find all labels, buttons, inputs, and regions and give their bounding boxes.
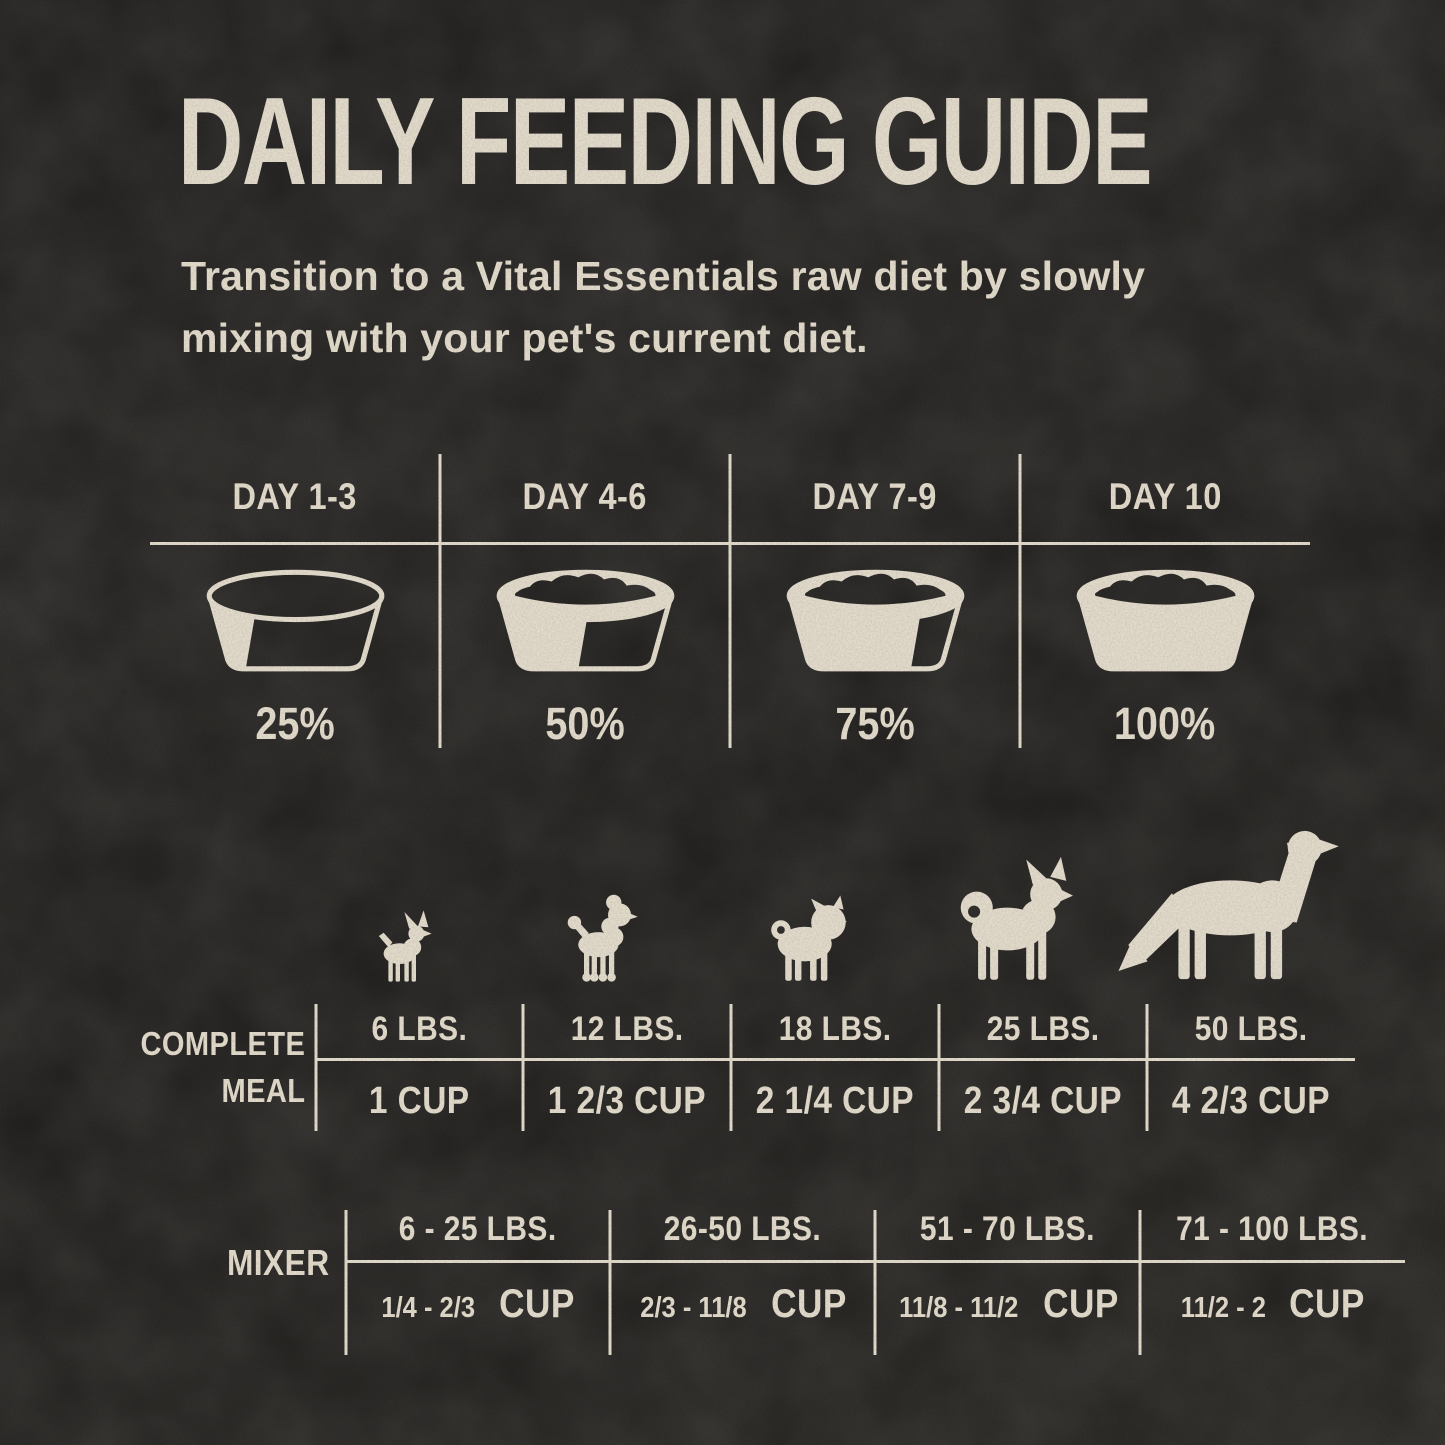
dog-slot	[910, 850, 1112, 984]
vertical-divider-line	[314, 1004, 318, 1131]
dog-pug-icon	[771, 895, 848, 981]
dog-slot	[709, 876, 911, 984]
mixer-column: 51 - 70 LBS. 11/8 - 11/2 CUP	[875, 1200, 1140, 1355]
mixer-column: 71 - 100 LBS. 11/2 - 2 CUP	[1140, 1200, 1405, 1355]
mixer-column: 6 - 25 LBS. 1/4 - 2/3 CUP	[345, 1200, 610, 1355]
cup-amount: 1 2/3 CUP	[547, 1080, 707, 1122]
weight-range-label: 71 - 100 LBS.	[1176, 1209, 1369, 1248]
transition-column-day-10: DAY 10 100%	[1020, 452, 1310, 754]
weight-label: 12 LBS.	[570, 1009, 684, 1048]
day-label: DAY 4-6	[522, 476, 648, 517]
complete-meal-table: COMPLETE MEAL 6 LBS. 1 CUP 12 LBS. 1 2/3…	[115, 1000, 1355, 1135]
complete-meal-label-line: COMPLETE	[140, 1025, 305, 1063]
meal-column: 50 LBS. 4 2/3 CUP	[1147, 1000, 1355, 1135]
weight-label: 6 LBS.	[371, 1009, 467, 1048]
day-label: DAY 10	[1108, 476, 1222, 517]
cup-amount: 4 2/3 CUP	[1171, 1080, 1331, 1122]
weight-label: 50 LBS.	[1194, 1009, 1308, 1048]
food-bowl-25-icon	[206, 569, 384, 671]
mixer-column: 26-50 LBS. 2/3 - 11/8 CUP	[610, 1200, 875, 1355]
dog-chihuahua-icon	[378, 910, 432, 982]
transition-column-day-7-9: DAY 7-9 75%	[730, 452, 1020, 754]
transition-column-day-1-3: DAY 1-3 25%	[150, 452, 440, 754]
vertical-divider-line	[873, 1210, 877, 1355]
complete-meal-label: COMPLETE MEAL	[115, 1000, 305, 1135]
vertical-divider-line	[344, 1210, 348, 1355]
dog-poodle-icon	[567, 894, 638, 982]
cup-word: CUP	[771, 1282, 847, 1326]
dog-slot	[1112, 822, 1355, 984]
percent-label: 75%	[835, 698, 915, 749]
cup-word: CUP	[1289, 1282, 1365, 1326]
vertical-divider-line	[1018, 454, 1022, 748]
percent-label: 25%	[255, 698, 335, 749]
meal-column: 25 LBS. 2 3/4 CUP	[939, 1000, 1147, 1135]
cup-range: 1/4 - 2/3	[381, 1292, 476, 1324]
food-bowl-100-icon	[1076, 569, 1254, 671]
percent-label: 100%	[1114, 698, 1216, 749]
dog-retriever-icon	[1118, 830, 1339, 980]
vertical-divider-line	[937, 1004, 941, 1131]
meal-column: 12 LBS. 1 2/3 CUP	[523, 1000, 731, 1135]
cup-word: CUP	[498, 1282, 575, 1326]
cup-range: 2/3 - 11/8	[640, 1292, 747, 1324]
dog-slot	[507, 888, 709, 984]
transition-column-day-4-6: DAY 4-6 50%	[440, 452, 730, 754]
vertical-divider-line	[608, 1210, 612, 1355]
weight-label: 18 LBS.	[778, 1009, 892, 1048]
cup-amount: 2 1/4 CUP	[755, 1080, 915, 1122]
subtitle-line-1: Transition to a Vital Essentials raw die…	[181, 253, 1146, 299]
dog-size-row	[305, 812, 1355, 984]
cup-amount: 1 CUP	[368, 1080, 470, 1122]
subtitle-line-2: mixing with your pet's current diet.	[181, 314, 868, 361]
weight-range-label: 26-50 LBS.	[663, 1209, 822, 1248]
day-label: DAY 7-9	[812, 476, 938, 517]
cup-word: CUP	[1043, 1282, 1120, 1326]
complete-meal-label-line: MEAL	[220, 1071, 305, 1109]
food-bowl-75-icon	[786, 569, 964, 671]
weight-label: 25 LBS.	[986, 1009, 1100, 1048]
mixer-table: MIXER 6 - 25 LBS. 1/4 - 2/3 CUP 26-50 LB…	[115, 1200, 1405, 1355]
dog-shiba-icon	[960, 856, 1073, 980]
cup-range: 11/2 - 2	[1180, 1292, 1267, 1324]
transition-table: DAY 1-3 25% DAY 4-6 50% DAY 7-9 75% DAY …	[150, 452, 1310, 754]
subtitle: Transition to a Vital Essentials raw die…	[181, 246, 1145, 369]
vertical-divider-line	[438, 454, 442, 748]
page-title: DAILY FEEDING GUIDE	[178, 73, 1153, 211]
vertical-divider-line	[1145, 1004, 1149, 1131]
cup-range: 11/8 - 11/2	[898, 1292, 1019, 1324]
vertical-divider-line	[729, 1004, 733, 1131]
horizontal-divider-line	[315, 1058, 1355, 1061]
mixer-label: MIXER	[227, 1241, 330, 1283]
food-bowl-50-icon	[496, 569, 674, 671]
meal-column: 6 LBS. 1 CUP	[315, 1000, 523, 1135]
meal-column: 18 LBS. 2 1/4 CUP	[731, 1000, 939, 1135]
percent-label: 50%	[545, 698, 625, 749]
vertical-divider-line	[521, 1004, 525, 1131]
vertical-divider-line	[728, 454, 732, 748]
cup-amount: 2 3/4 CUP	[963, 1080, 1123, 1122]
weight-range-label: 51 - 70 LBS.	[920, 1209, 1095, 1248]
weight-range-label: 6 - 25 LBS.	[398, 1209, 557, 1248]
dog-slot	[305, 904, 507, 984]
day-label: DAY 1-3	[232, 476, 358, 517]
vertical-divider-line	[1138, 1210, 1142, 1355]
